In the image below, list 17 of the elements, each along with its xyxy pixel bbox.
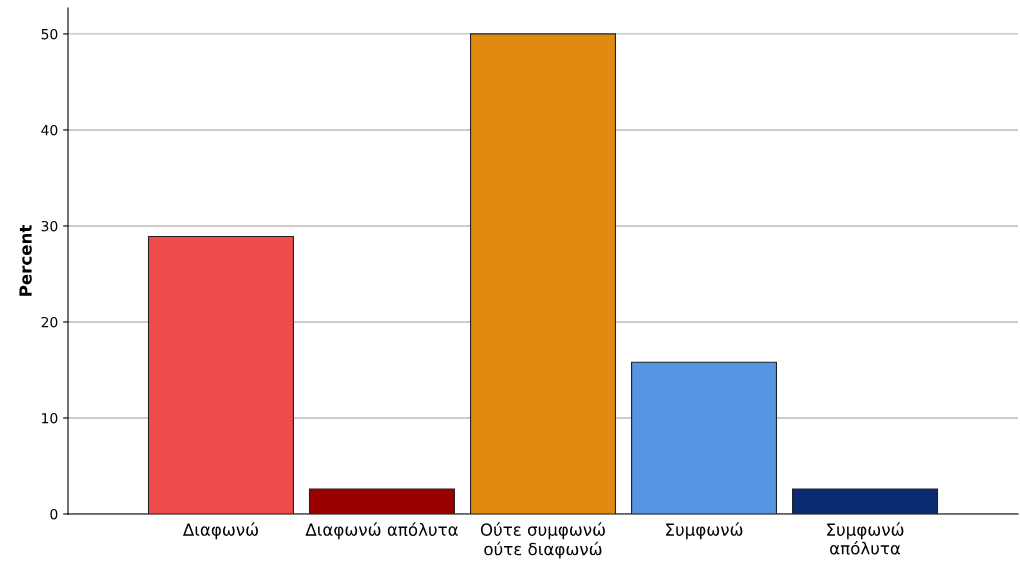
bar [631,361,778,514]
bar [308,488,455,514]
x-tick-label: Διαφωνώ απόλυτα [305,522,458,540]
bar [469,33,617,514]
x-tick-label: Ούτε συμφωνώ ούτε διαφωνώ [480,522,605,559]
y-axis-title: Percent [19,225,32,296]
x-tick-label: Συμφωνώ [666,522,743,540]
bar [792,488,939,514]
bar [147,235,294,514]
y-tick-label: 40 [41,124,58,136]
y-tick-label: 0 [50,508,58,520]
y-tick-label: 20 [41,316,58,328]
x-tick-label: Διαφωνώ [182,522,258,540]
y-tick-label: 30 [41,220,58,232]
y-tick-label: 50 [41,28,58,40]
y-tick-label: 10 [42,412,58,424]
x-tick-label: Συμφωνώ απόλυτα [827,522,904,555]
